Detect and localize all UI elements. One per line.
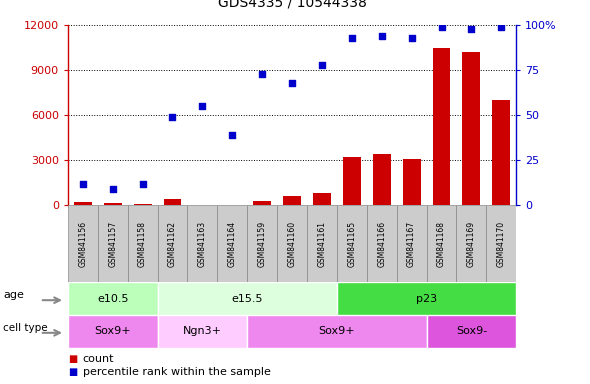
Bar [188,205,217,282]
Point [287,79,297,86]
Text: GSM841158: GSM841158 [138,221,147,267]
Text: percentile rank within the sample: percentile rank within the sample [83,367,270,377]
Bar [463,52,480,205]
Text: GSM841163: GSM841163 [198,221,207,267]
Bar [373,154,391,205]
Bar [343,157,361,205]
Text: Sox9-: Sox9- [456,326,487,336]
Text: GSM841166: GSM841166 [377,221,386,267]
Text: GSM841162: GSM841162 [168,221,177,267]
Bar [277,205,307,282]
Bar [253,201,271,205]
Text: cell type: cell type [3,323,48,333]
Text: GSM841160: GSM841160 [287,221,297,267]
Point [138,181,148,187]
Bar [427,315,516,348]
Point [437,24,446,30]
Text: GSM841165: GSM841165 [348,221,356,267]
Bar [74,202,92,205]
Point [168,114,177,120]
Bar [307,205,337,282]
Bar [432,48,451,205]
Bar [486,205,516,282]
Text: Sox9+: Sox9+ [319,326,355,336]
Text: GSM841164: GSM841164 [228,221,237,267]
Text: Sox9+: Sox9+ [94,326,131,336]
Point [228,132,237,138]
Bar [68,282,158,315]
Bar [127,205,158,282]
Bar [68,205,98,282]
Bar [158,205,188,282]
Text: GDS4335 / 10544338: GDS4335 / 10544338 [218,0,366,10]
Text: GSM841156: GSM841156 [78,221,87,267]
Text: GSM841168: GSM841168 [437,221,446,267]
Bar [396,205,427,282]
Text: GSM841159: GSM841159 [258,221,267,267]
Bar [337,282,516,315]
Text: e10.5: e10.5 [97,293,129,304]
Bar [283,197,301,205]
Text: GSM841167: GSM841167 [407,221,416,267]
Bar [217,205,247,282]
Text: p23: p23 [416,293,437,304]
Bar [158,315,247,348]
Point [257,71,267,77]
Text: GSM841169: GSM841169 [467,221,476,267]
Point [347,35,356,41]
Point [78,181,87,187]
Text: GSM841170: GSM841170 [497,221,506,267]
Point [317,61,327,68]
Point [198,103,207,109]
Point [108,186,117,192]
Bar [247,315,427,348]
Bar [427,205,457,282]
Bar [313,194,331,205]
Bar [457,205,486,282]
Bar [163,199,182,205]
Text: count: count [83,354,114,364]
Text: ■: ■ [68,354,77,364]
Bar [68,315,158,348]
Bar [247,205,277,282]
Text: GSM841161: GSM841161 [317,221,326,267]
Point [377,33,386,39]
Text: age: age [3,290,24,300]
Bar [337,205,367,282]
Text: GSM841157: GSM841157 [108,221,117,267]
Text: Ngn3+: Ngn3+ [183,326,222,336]
Bar [98,205,127,282]
Bar [492,100,510,205]
Bar [104,203,122,205]
Point [407,35,417,41]
Bar [133,204,152,205]
Text: e15.5: e15.5 [231,293,263,304]
Text: ■: ■ [68,367,77,377]
Bar [402,159,421,205]
Point [497,24,506,30]
Point [467,25,476,31]
Bar [367,205,396,282]
Bar [158,282,337,315]
